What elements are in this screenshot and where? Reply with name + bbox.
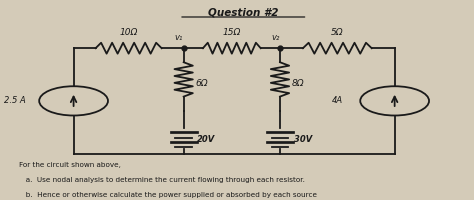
Text: 10Ω: 10Ω [119, 28, 138, 37]
Text: 20V: 20V [197, 135, 216, 144]
Text: Question #2: Question #2 [208, 7, 279, 17]
Text: a.  Use nodal analysis to determine the current flowing through each resistor.: a. Use nodal analysis to determine the c… [18, 177, 304, 183]
Text: 6Ω: 6Ω [195, 79, 208, 88]
Text: 4A: 4A [332, 96, 343, 105]
Text: b.  Hence or otherwise calculate the power supplied or absorbed by each source: b. Hence or otherwise calculate the powe… [18, 192, 317, 198]
Text: v₂: v₂ [271, 33, 280, 42]
Text: For the circuit shown above,: For the circuit shown above, [18, 162, 120, 168]
Text: 30V: 30V [294, 135, 312, 144]
Text: 8Ω: 8Ω [292, 79, 304, 88]
Text: 2.5 A: 2.5 A [4, 96, 26, 105]
Text: 15Ω: 15Ω [223, 28, 241, 37]
Text: 5Ω: 5Ω [331, 28, 344, 37]
Text: v₁: v₁ [175, 33, 183, 42]
